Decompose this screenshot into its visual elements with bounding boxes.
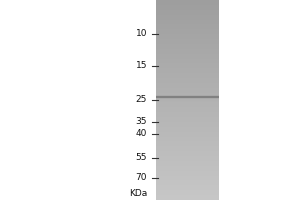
Text: KDa: KDa bbox=[129, 190, 147, 198]
Text: 35: 35 bbox=[136, 117, 147, 127]
Text: 70: 70 bbox=[136, 173, 147, 182]
Text: 15: 15 bbox=[136, 62, 147, 71]
Text: 10: 10 bbox=[136, 29, 147, 38]
Text: 40: 40 bbox=[136, 130, 147, 138]
Text: 25: 25 bbox=[136, 96, 147, 104]
Text: 55: 55 bbox=[136, 154, 147, 162]
